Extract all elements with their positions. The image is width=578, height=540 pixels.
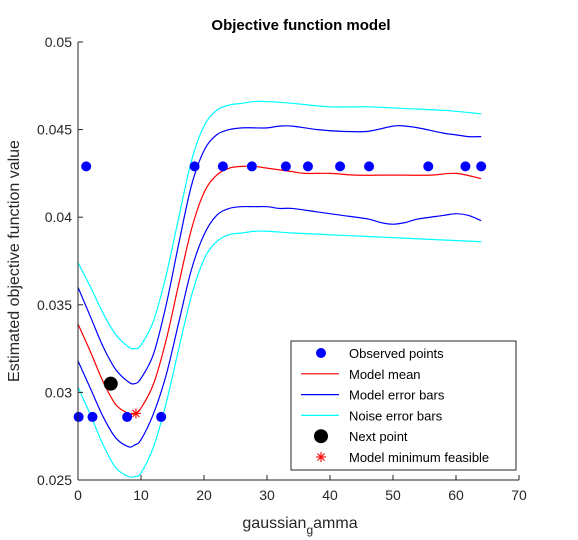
x-axis-label: gaussiangamma bbox=[242, 515, 357, 537]
x-tick-label: 60 bbox=[448, 487, 464, 503]
model-minimum-marker bbox=[130, 408, 141, 419]
legend-model-minimum-feasible-swatch-stroke bbox=[317, 453, 325, 461]
observed-point bbox=[81, 161, 92, 172]
y-tick-label: 0.045 bbox=[37, 122, 72, 138]
observed-points-layer bbox=[73, 161, 487, 422]
noise-error-bars-layer bbox=[77, 100, 482, 478]
axes-frame bbox=[77, 42, 519, 481]
x-axis-label-tail: amma bbox=[313, 515, 358, 532]
observed-point bbox=[156, 411, 167, 422]
legend-model-mean-label: Model mean bbox=[349, 367, 421, 382]
x-tick-label: 20 bbox=[196, 487, 212, 503]
y-axis-ticks: 0.025 0.03 0.035 0.04 0.045 0.05 bbox=[37, 34, 83, 488]
x-tick-label: 40 bbox=[322, 487, 338, 503]
noise-error-bar-lower-line bbox=[77, 230, 482, 478]
observed-point bbox=[423, 161, 434, 172]
observed-point bbox=[73, 411, 84, 422]
y-tick-label: 0.035 bbox=[37, 297, 72, 313]
legend-observed-points-swatch bbox=[316, 348, 326, 358]
x-tick-label: 70 bbox=[511, 487, 527, 503]
x-tick-label: 0 bbox=[74, 487, 82, 503]
observed-point bbox=[335, 161, 346, 172]
x-tick-label: 30 bbox=[259, 487, 275, 503]
next-point-layer bbox=[103, 376, 118, 391]
legend-next-point-label: Next point bbox=[349, 429, 408, 444]
observed-point bbox=[87, 411, 98, 422]
chart-title: Objective function model bbox=[211, 17, 390, 34]
observed-point bbox=[189, 161, 200, 172]
legend-model-error-bars-label: Model error bars bbox=[349, 388, 445, 403]
legend-next-point-swatch bbox=[314, 429, 328, 444]
observed-point bbox=[460, 161, 471, 172]
legend-noise-error-bars-label: Noise error bars bbox=[349, 408, 443, 423]
y-axis-label: Estimated objective function value bbox=[6, 140, 23, 382]
observed-point bbox=[476, 161, 487, 172]
y-tick-label: 0.05 bbox=[45, 34, 72, 50]
y-tick-label: 0.03 bbox=[45, 384, 72, 400]
x-tick-label: 50 bbox=[385, 487, 401, 503]
noise-error-bar-upper-line bbox=[77, 100, 482, 350]
x-tick-label: 10 bbox=[133, 487, 149, 503]
x-axis-label-main: gaussian bbox=[242, 515, 306, 532]
next-point-marker bbox=[103, 376, 118, 391]
y-tick-label: 0.04 bbox=[45, 209, 72, 225]
model-error-bar-upper-line bbox=[77, 125, 482, 385]
model-error-bars-layer bbox=[77, 125, 482, 448]
observed-point bbox=[246, 161, 257, 172]
legend-box bbox=[290, 340, 517, 471]
x-axis-ticks: 0 10 20 30 40 50 60 70 bbox=[74, 475, 527, 503]
model-error-bar-lower-line bbox=[77, 205, 482, 448]
x-axis-label-subscript: g bbox=[306, 523, 313, 537]
observed-point bbox=[122, 411, 133, 422]
legend-model-minimum-feasible-swatch bbox=[316, 452, 326, 462]
legend-model-minimum-feasible-label: Model minimum feasible bbox=[349, 450, 489, 465]
observed-point bbox=[302, 161, 313, 172]
model-minimum-marker-stroke bbox=[132, 409, 140, 418]
observed-point bbox=[280, 161, 291, 172]
observed-point bbox=[364, 161, 375, 172]
y-tick-label: 0.025 bbox=[37, 472, 72, 488]
observed-point bbox=[217, 161, 228, 172]
legend: Observed points Model mean Model error bar… bbox=[290, 340, 517, 471]
model-minimum-layer bbox=[130, 408, 141, 419]
legend-observed-points-label: Observed points bbox=[349, 346, 444, 361]
